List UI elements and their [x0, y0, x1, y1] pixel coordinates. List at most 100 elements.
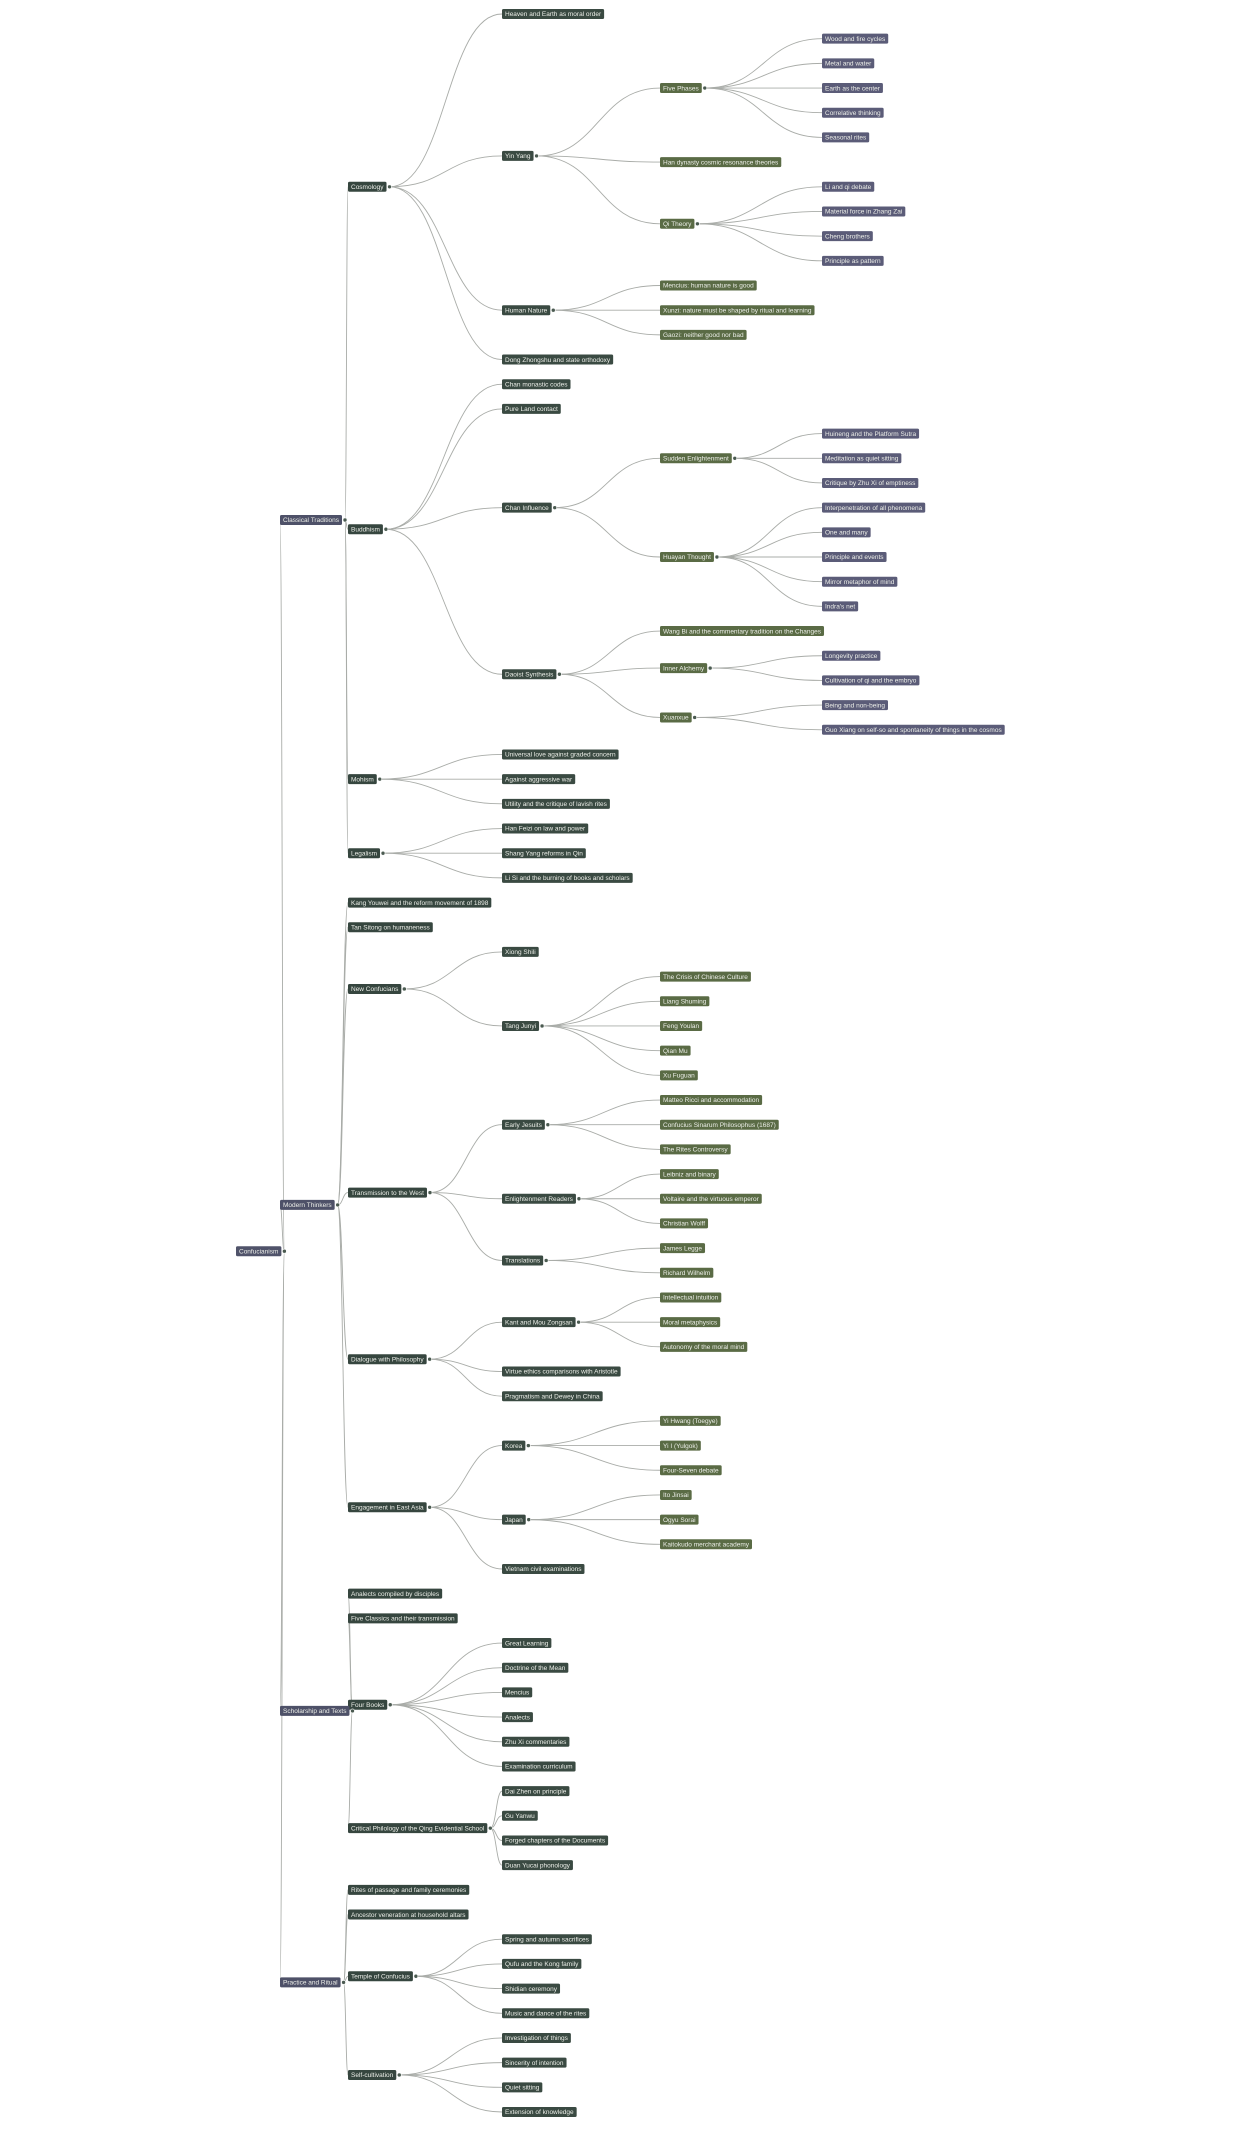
node-label: Extension of knowledge — [505, 2109, 574, 2116]
node-label: Against aggressive war — [505, 776, 573, 783]
node: Forged chapters of the Documents — [502, 1835, 609, 1846]
node-box — [280, 1977, 341, 1988]
branch-dot — [576, 1196, 582, 1202]
node-box — [660, 1218, 709, 1229]
node: Xunzi: nature must be shaped by ritual a… — [660, 305, 815, 316]
node-box — [502, 774, 576, 785]
node-label: Wang Bi and the commentary tradition on … — [663, 628, 822, 635]
node-box — [348, 774, 377, 785]
node: Xuanxue — [660, 712, 692, 723]
node-label: Self-cultivation — [351, 2072, 394, 2079]
node-label: Qian Mu — [663, 1048, 688, 1055]
node-label: Rites of passage and family ceremonies — [351, 1887, 467, 1894]
node-box — [822, 552, 887, 563]
node: Human Nature — [502, 305, 551, 316]
edge — [379, 754, 503, 780]
node-box — [502, 1020, 540, 1031]
node: New Confucians — [348, 983, 402, 994]
edge — [385, 383, 503, 530]
node-box — [502, 354, 614, 365]
node: Pure Land contact — [502, 403, 561, 414]
edge — [343, 1889, 349, 1983]
node: Daoist Synthesis — [502, 669, 557, 680]
node-box — [348, 1502, 427, 1513]
edge — [429, 1124, 503, 1194]
branch-dot — [692, 715, 697, 720]
node-box — [502, 1958, 582, 1969]
node-box — [502, 1514, 526, 1525]
branch-dot — [350, 1708, 355, 1714]
node-label: Huineng and the Platform Sutra — [825, 431, 916, 438]
edge — [704, 62, 823, 89]
node: Qufu and the Kong family — [502, 1958, 582, 1969]
node: Longevity practice — [822, 650, 881, 661]
branch-dot — [380, 850, 386, 856]
node-box — [660, 1020, 703, 1031]
branch-dot — [539, 1023, 545, 1029]
node: Tan Sitong on humaneness — [348, 922, 433, 933]
edge — [553, 309, 661, 336]
edge — [279, 1250, 285, 1712]
edge — [344, 186, 349, 521]
edges — [279, 13, 823, 2113]
node-box — [348, 524, 383, 535]
node: Classical Traditions — [280, 514, 342, 525]
node-label: Tan Sitong on humaneness — [351, 924, 431, 931]
edge — [343, 1981, 349, 2076]
node: Gu Yanwu — [502, 1810, 538, 1821]
node: Yi I (Yulgok) — [660, 1440, 701, 1451]
node-label: Utility and the critique of lavish rites — [505, 801, 608, 808]
edge — [734, 433, 823, 459]
edge — [697, 223, 823, 262]
node-label: Dai Zhen on principle — [505, 1788, 567, 1795]
node-box — [502, 1736, 570, 1747]
node: Five Phases — [660, 83, 702, 94]
node-label: Japan — [505, 1517, 523, 1524]
node-label: Dialogue with Philosophy — [351, 1356, 424, 1363]
node-box — [822, 502, 926, 513]
node: Yin Yang — [502, 150, 534, 161]
node-label: Principle as pattern — [825, 258, 881, 265]
node: Mirror metaphor of mind — [822, 576, 898, 587]
node-label: Gu Yanwu — [505, 1813, 535, 1820]
node-box — [660, 1341, 748, 1352]
node-label: Mirror metaphor of mind — [825, 579, 895, 586]
node-label: Intellectual intuition — [663, 1295, 719, 1302]
node: Heaven and Earth as moral order — [502, 9, 605, 19]
node-label: Metal and water — [825, 61, 872, 68]
node-box — [660, 1514, 699, 1525]
node-box — [660, 1415, 721, 1426]
edge — [542, 1000, 661, 1027]
edge — [404, 951, 503, 990]
node-label: Richard Wilhelm — [663, 1270, 710, 1277]
node-box — [660, 1243, 706, 1254]
edge — [347, 1710, 353, 1829]
node-box — [502, 2082, 543, 2093]
branch-dot — [396, 2072, 402, 2078]
node-box — [822, 453, 902, 464]
node: Duan Yucai phonology — [502, 1860, 573, 1871]
node-box — [502, 798, 610, 809]
node-label: Translations — [505, 1258, 541, 1265]
node-label: Ancestor veneration at household altars — [351, 1912, 466, 1919]
branch-dot — [387, 184, 392, 190]
node-label: Forged chapters of the Documents — [505, 1838, 606, 1845]
edge — [536, 155, 661, 225]
node: Wang Bi and the commentary tradition on … — [660, 626, 825, 637]
node-label: Correlative thinking — [825, 110, 881, 117]
node: James Legge — [660, 1243, 706, 1254]
edge — [385, 528, 503, 675]
edge — [389, 155, 503, 188]
edge — [578, 1198, 661, 1224]
node-label: Cultivation of qi and the embryo — [825, 678, 917, 685]
node-box — [502, 305, 551, 316]
edge — [542, 1025, 661, 1076]
edge — [716, 531, 823, 558]
node-label: Yi Hwang (Toegye) — [663, 1418, 718, 1425]
node-box — [660, 1292, 722, 1303]
node: Sudden Enlightenment — [660, 453, 732, 464]
node: Modern Thinkers — [280, 1199, 335, 1210]
node: Doctrine of the Mean — [502, 1662, 569, 1673]
node-box — [348, 983, 402, 994]
node-label: Doctrine of the Mean — [505, 1665, 566, 1672]
